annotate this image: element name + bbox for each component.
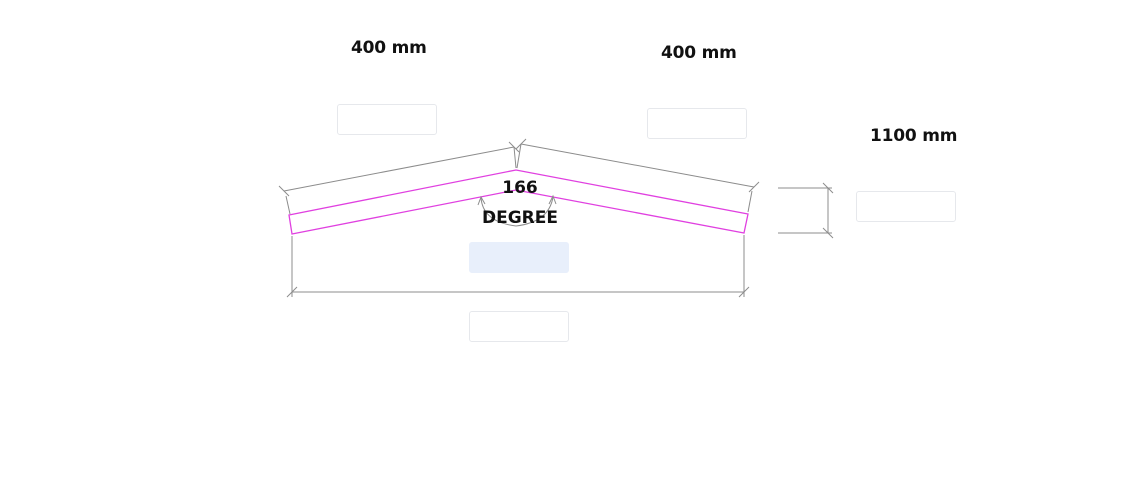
left-length-input[interactable]	[337, 104, 437, 135]
width-tick-right	[738, 286, 750, 298]
angle-value: 166	[502, 178, 538, 198]
angle-label: 166 DEGREE	[465, 173, 575, 233]
angle-input[interactable]	[469, 242, 569, 273]
width-input[interactable]	[469, 311, 569, 342]
right-length-input[interactable]	[647, 108, 747, 139]
angle-unit: DEGREE	[482, 208, 558, 228]
right-length-dimension-line	[520, 143, 755, 188]
angle-arc	[480, 196, 554, 227]
left-length-dimension-line	[283, 146, 515, 192]
left-length-label: 400 mm	[351, 38, 427, 58]
height-tick-bottom	[822, 227, 834, 239]
right-length-extension-start	[516, 143, 522, 169]
width-tick-left	[286, 286, 298, 298]
profile-shape	[288, 169, 749, 235]
left-length-tick-start	[278, 185, 290, 197]
angle-arrow-left	[477, 195, 486, 206]
height-input[interactable]	[856, 191, 956, 222]
left-length-extension-end	[513, 146, 517, 169]
height-label: 1100 mm	[870, 126, 958, 146]
left-length-extension-start	[285, 195, 291, 215]
angle-arrow-right	[548, 194, 557, 205]
right-length-extension-end	[747, 190, 753, 213]
right-length-label: 400 mm	[661, 43, 737, 63]
height-tick-top	[822, 182, 834, 194]
right-length-tick-end	[748, 181, 760, 193]
